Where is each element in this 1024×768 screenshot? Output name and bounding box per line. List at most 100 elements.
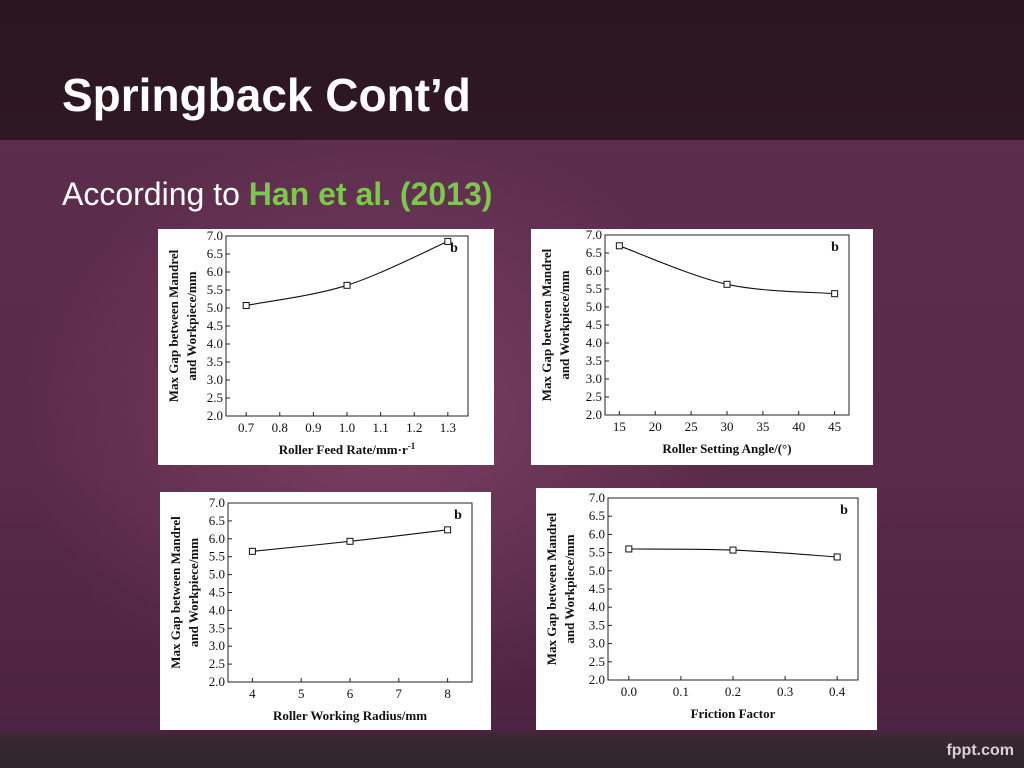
chart-friction-factor: 2.0 2.5 3.0 3.5 4.0 4.5 5.0 5.5 6.0 6.5 7.0 0.0 0.1 0… (536, 488, 877, 730)
y-tick-label: 2.5 (589, 654, 605, 669)
x-tick-label: 0.2 (725, 684, 741, 699)
y-tick-label: 3.5 (589, 617, 605, 632)
y-axis-label: Max Gap between Mandrel (168, 516, 183, 669)
data-point (242, 301, 250, 309)
x-tick-label: 15 (613, 419, 626, 434)
x-tick-label: 0.9 (305, 420, 321, 435)
footer-logo: fppt.com (946, 742, 1014, 759)
footer-bar (0, 733, 1024, 768)
x-tick-label: 1.0 (339, 420, 355, 435)
chart-svg: 2.0 2.5 3.0 3.5 4.0 4.5 5.0 5.5 6.0 6.5 7.0 0.0 0.1 0… (544, 490, 859, 721)
plot-frame (604, 234, 850, 416)
data-point (248, 547, 256, 555)
y-tick-label: 4.5 (589, 581, 605, 596)
subtitle-prefix: According to (62, 176, 249, 212)
x-tick-label: 0.3 (777, 684, 793, 699)
x-tick-label: 1.2 (406, 420, 422, 435)
x-tick-label: 35 (756, 419, 769, 434)
data-point (729, 546, 737, 554)
y-tick-label: 5.0 (207, 300, 223, 315)
chart-svg: 2.0 2.5 3.0 3.5 4.0 4.5 5.0 5.5 6.0 6.5 7.0 4 5 6 7 8 Ro… (168, 495, 473, 723)
y-tick-label: 3.5 (207, 354, 223, 369)
y-tick-label: 2.0 (586, 407, 602, 422)
y-tick-label: 4.0 (209, 602, 225, 617)
y-tick-label: 7.0 (589, 490, 605, 505)
y-axis-label: and Workpiece/mm (562, 534, 577, 643)
data-point (444, 237, 452, 245)
y-tick-label: 3.5 (209, 620, 225, 635)
y-tick-label: 4.0 (207, 336, 223, 351)
x-tick-label: 30 (721, 419, 734, 434)
y-tick-label: 5.5 (586, 281, 602, 296)
data-point (615, 242, 623, 250)
x-tick-label: 0.0 (621, 684, 637, 699)
y-tick-label: 6.0 (589, 526, 605, 541)
y-tick-label: 4.5 (207, 318, 223, 333)
panel-label: b (450, 241, 458, 256)
y-tick-label: 6.5 (209, 513, 225, 528)
y-tick-label: 3.0 (586, 371, 602, 386)
y-axis-label: Max Gap between Mandrel (166, 249, 181, 402)
plot-frame (225, 235, 469, 417)
y-tick-label: 3.5 (586, 353, 602, 368)
y-tick-label: 7.0 (207, 229, 223, 243)
data-point (831, 290, 839, 298)
y-tick-label: 6.0 (586, 263, 602, 278)
y-tick-label: 6.5 (589, 508, 605, 523)
y-axis-label: and Workpiece/mm (557, 270, 572, 379)
x-axis-label: Roller Working Radius/mm (273, 708, 427, 723)
chart-working-radius: 2.0 2.5 3.0 3.5 4.0 4.5 5.0 5.5 6.0 6.5 7.0 4 5 6 7 8 Ro… (160, 492, 491, 730)
plot-frame (607, 497, 859, 681)
panel-label: b (831, 240, 839, 255)
panel-label: b (840, 503, 848, 518)
x-tick-label: 45 (828, 419, 841, 434)
y-tick-label: 5.5 (209, 549, 225, 564)
y-tick-label: 4.5 (209, 585, 225, 600)
y-tick-label: 2.0 (209, 674, 225, 689)
x-tick-label: 7 (396, 686, 403, 701)
chart-feed-rate: 2.0 2.5 3.0 3.5 4.0 4.5 5.0 5.5 6.0 6.5 7.0 0.7 0.8 0… (158, 229, 494, 465)
x-tick-label: 1.3 (440, 420, 456, 435)
x-axis-label: Roller Feed Rate/mm·r-1 (279, 441, 416, 457)
x-axis-label: Roller Setting Angle/(°) (662, 441, 791, 456)
data-point (625, 545, 633, 553)
y-tick-label: 6.5 (207, 246, 223, 261)
y-tick-label: 5.5 (589, 545, 605, 560)
y-tick-label: 2.5 (586, 389, 602, 404)
x-tick-label: 5 (298, 686, 305, 701)
title-bar (0, 0, 1024, 140)
x-tick-label: 6 (347, 686, 354, 701)
x-tick-label: 25 (685, 419, 698, 434)
chart-svg: 2.0 2.5 3.0 3.5 4.0 4.5 5.0 5.5 6.0 6.5 7.0 15 20 25 3… (539, 229, 850, 456)
y-axis-label: and Workpiece/mm (184, 271, 199, 380)
y-tick-label: 4.0 (589, 599, 605, 614)
x-axis-label: Friction Factor (691, 706, 776, 721)
x-tick-label: 20 (649, 419, 662, 434)
y-tick-label: 5.0 (586, 299, 602, 314)
x-tick-label: 0.7 (238, 420, 255, 435)
y-tick-label: 6.0 (207, 264, 223, 279)
y-tick-label: 5.5 (207, 282, 223, 297)
chart-setting-angle: 2.0 2.5 3.0 3.5 4.0 4.5 5.0 5.5 6.0 6.5 7.0 15 20 25 3… (531, 229, 873, 465)
y-tick-label: 2.0 (589, 672, 605, 687)
y-tick-label: 4.5 (586, 317, 602, 332)
y-tick-label: 6.0 (209, 531, 225, 546)
data-point (343, 281, 351, 289)
series-line (246, 240, 449, 307)
data-point (833, 553, 841, 561)
y-tick-label: 5.0 (209, 567, 225, 582)
x-tick-label: 8 (444, 686, 451, 701)
y-tick-label: 7.0 (209, 495, 225, 510)
y-tick-label: 2.5 (209, 656, 225, 671)
y-tick-label: 2.0 (207, 408, 223, 423)
y-axis-label: and Workpiece/mm (186, 538, 201, 647)
x-tick-label: 0.1 (673, 684, 689, 699)
panel-label: b (454, 508, 462, 523)
data-point (346, 537, 354, 545)
x-tick-label: 0.4 (829, 684, 846, 699)
chart-svg: 2.0 2.5 3.0 3.5 4.0 4.5 5.0 5.5 6.0 6.5 7.0 0.7 0.8 0… (166, 229, 469, 457)
y-tick-label: 3.0 (207, 372, 223, 387)
slide-title: Springback Cont’d (62, 69, 471, 121)
y-tick-label: 7.0 (586, 229, 602, 242)
data-point (444, 526, 452, 534)
